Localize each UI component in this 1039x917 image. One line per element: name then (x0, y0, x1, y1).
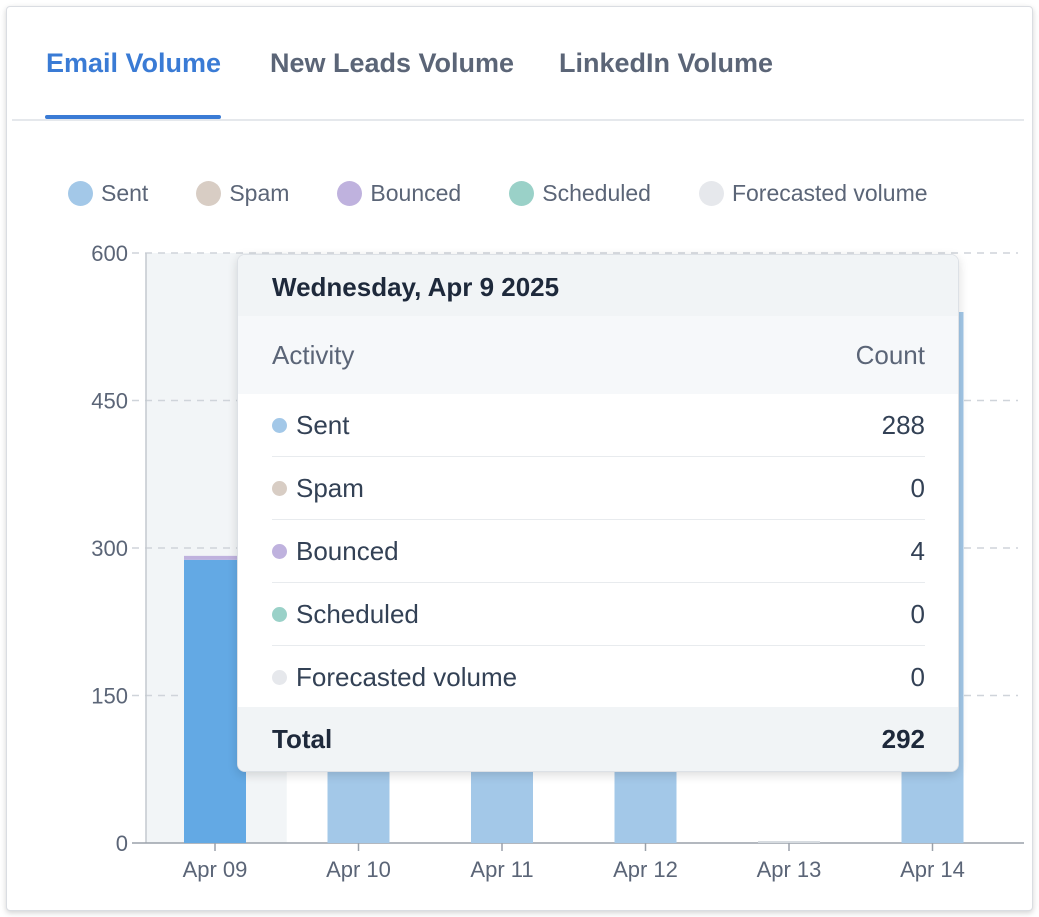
legend-swatch-sent (68, 181, 93, 206)
y-tick-label: 300 (91, 536, 128, 561)
tooltip-row-sent: Sent 288 (272, 394, 925, 457)
tooltip-value-forecasted-volume: 0 (910, 661, 925, 692)
tab-email-volume[interactable]: Email Volume (46, 48, 222, 78)
legend-item-spam[interactable]: Spam (196, 180, 289, 207)
bar-bounced (184, 555, 246, 560)
tab-linkedin-volume[interactable]: LinkedIn Volume (559, 48, 774, 78)
tooltip-col-count: Count (855, 339, 925, 370)
legend-swatch-bounced (337, 181, 363, 206)
legend-swatch-scheduled (509, 181, 535, 206)
tooltip-value-bounced: 4 (910, 535, 925, 566)
tooltip-total-row: Total 292 (238, 707, 958, 771)
legend-swatch-forecasted-volume (698, 181, 724, 206)
legend-label-sent: Sent (101, 180, 149, 206)
tooltip-total-value: 292 (881, 723, 925, 754)
tooltip-total-label: Total (272, 723, 333, 754)
legend-item-forecasted-volume[interactable]: Forecasted volume (698, 180, 928, 207)
y-tick-label: 600 (91, 241, 128, 266)
bar-sent (184, 559, 246, 843)
legend-label-spam: Spam (229, 180, 290, 206)
y-tick-label: 0 (116, 831, 128, 856)
tooltip-row-spam: Spam 0 (272, 457, 925, 520)
legend-item-scheduled[interactable]: Scheduled (509, 180, 651, 207)
x-tick-label: Apr 11 (470, 857, 533, 882)
legend-label-scheduled: Scheduled (542, 180, 651, 206)
x-tick-label: Apr 14 (900, 857, 965, 882)
tooltip-label-scheduled: Scheduled (296, 598, 419, 629)
x-tick-label: Apr 12 (613, 857, 678, 882)
tooltip-label-sent: Sent (296, 409, 350, 440)
tab-new-leads-volume[interactable]: New Leads Volume (270, 48, 515, 78)
tooltip-label-bounced: Bounced (296, 535, 399, 566)
tooltip-dot-scheduled (272, 606, 287, 622)
tooltip-label-spam: Spam (296, 472, 364, 503)
tooltip-row-bounced: Bounced 4 (272, 520, 925, 583)
chart-tooltip: Wednesday, Apr 9 2025 Activity Count Sen… (237, 254, 959, 772)
y-tick-label: 150 (91, 684, 128, 709)
tooltip-value-sent: 288 (881, 409, 925, 440)
tooltip-dot-sent (272, 417, 287, 433)
tooltip-dot-bounced (272, 543, 287, 559)
legend-label-bounced: Bounced (370, 180, 462, 206)
legend-swatch-spam (196, 181, 222, 206)
tooltip-label-forecasted-volume: Forecasted volume (296, 661, 518, 692)
y-tick-label: 450 (91, 389, 128, 414)
tooltip-col-activity: Activity (272, 339, 355, 370)
tooltip-row-scheduled: Scheduled 0 (272, 583, 925, 646)
tooltip-dot-forecasted-volume (272, 669, 287, 685)
x-tick-label: Apr 10 (326, 857, 391, 882)
tooltip-value-scheduled: 0 (910, 598, 925, 629)
tooltip-row-forecasted-volume: Forecasted volume 0 (272, 646, 925, 708)
x-tick-label: Apr 09 (183, 857, 248, 882)
legend-label-forecasted-volume: Forecasted volume (731, 180, 928, 206)
tooltip-column-header: Activity Count (238, 316, 958, 394)
tooltip-value-spam: 0 (910, 472, 925, 503)
legend-item-sent[interactable]: Sent (68, 180, 148, 207)
tab-divider (12, 119, 1024, 121)
active-tab-indicator (45, 115, 221, 119)
chart-legend: Sent Spam Bounced Scheduled Forecasted v… (68, 180, 928, 207)
tooltip-dot-spam (272, 480, 287, 496)
x-tick-label: Apr 13 (757, 857, 822, 882)
tooltip-title: Wednesday, Apr 9 2025 (238, 255, 958, 316)
legend-item-bounced[interactable]: Bounced (337, 180, 461, 207)
